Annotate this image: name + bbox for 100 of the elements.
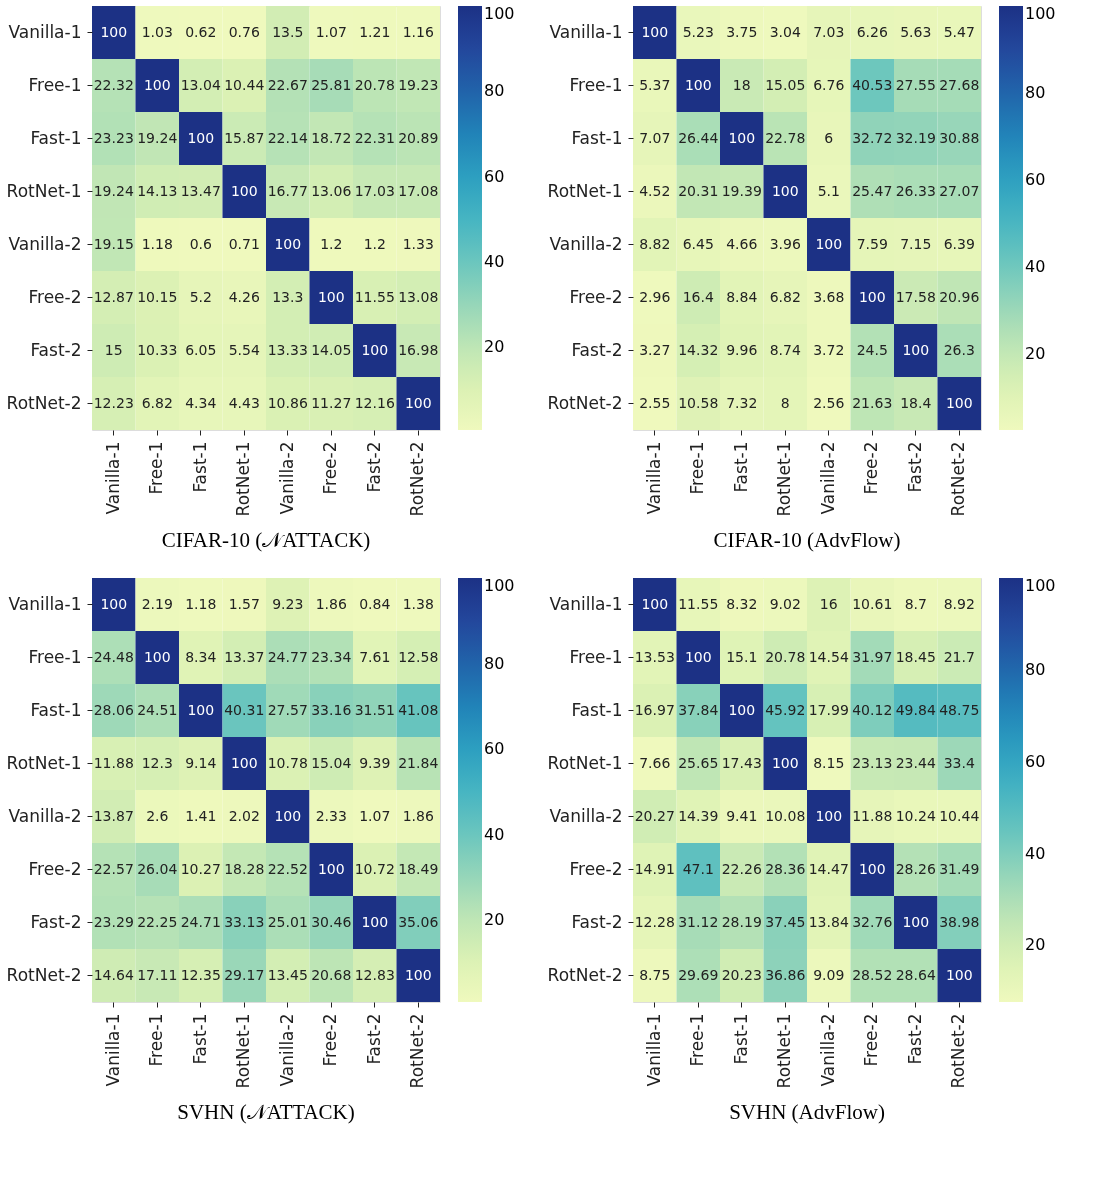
color-bar-label: 40 [484, 251, 505, 271]
data-label: 7.66 [639, 754, 671, 771]
data-label: 29.17 [224, 966, 265, 983]
data-label: 20.78 [765, 648, 806, 665]
data-label: 25.81 [311, 76, 352, 93]
data-label: 0.71 [228, 235, 260, 252]
data-label: 18.45 [895, 648, 936, 665]
data-label: 15.05 [765, 76, 806, 93]
x-tick-label: Free-2 [861, 1013, 882, 1067]
x-tick-label: Free-1 [146, 441, 167, 495]
data-label: 22.52 [267, 860, 308, 877]
color-bar-label: 80 [1025, 83, 1046, 103]
data-label: 27.68 [939, 76, 980, 93]
y-tick-label: Vanilla-1 [549, 21, 623, 42]
data-label: 25.65 [678, 754, 719, 771]
data-label: 26.44 [678, 129, 719, 146]
data-label: 10.72 [354, 860, 395, 877]
data-label: 14.39 [678, 807, 719, 824]
data-label: 3.75 [726, 23, 758, 40]
color-bar-label: 60 [484, 166, 505, 186]
x-tick-label: Fast-2 [363, 441, 384, 493]
data-label: 36.86 [765, 966, 806, 983]
data-label: 13.06 [311, 182, 352, 199]
data-label: 23.13 [852, 754, 893, 771]
data-label: 19.24 [93, 182, 134, 199]
data-label: 29.69 [678, 966, 719, 983]
data-label: 100 [187, 129, 215, 146]
data-label: 12.58 [398, 648, 439, 665]
data-label: 20.23 [721, 966, 762, 983]
y-tick-label: Free-2 [28, 286, 82, 307]
data-label: 7.61 [359, 648, 391, 665]
data-label: 32.76 [852, 913, 893, 930]
data-label: 13.87 [93, 807, 134, 824]
x-tick-label: RotNet-2 [948, 1013, 969, 1089]
y-tick-label: Fast-2 [30, 339, 82, 360]
data-label: 8.82 [639, 235, 671, 252]
data-label: 8.34 [185, 648, 217, 665]
data-label: 45.92 [765, 701, 806, 718]
data-label: 7.07 [639, 129, 671, 146]
x-tick-label: RotNet-2 [407, 1013, 428, 1089]
color-bar-label: 40 [484, 824, 505, 844]
x-tick-label: Free-1 [146, 1013, 167, 1067]
data-label: 100 [143, 76, 171, 93]
y-tick-label: RotNet-1 [6, 752, 82, 773]
data-label: 100 [945, 966, 973, 983]
data-label: 8.7 [904, 595, 927, 612]
y-tick-label: Vanilla-2 [8, 233, 82, 254]
data-label: 18 [732, 76, 751, 93]
data-label: 11.27 [311, 394, 352, 411]
data-label: 24.48 [93, 648, 134, 665]
data-label: 19.24 [137, 129, 178, 146]
y-tick-label: Vanilla-1 [8, 593, 82, 614]
data-label: 16.98 [398, 341, 439, 358]
data-label: 5.2 [189, 288, 212, 305]
color-bar-label: 100 [1025, 576, 1056, 595]
data-label: 28.36 [765, 860, 806, 877]
data-label: 18.28 [224, 860, 265, 877]
data-label: 33.13 [224, 913, 265, 930]
data-label: 22.25 [137, 913, 178, 930]
data-label: 23.44 [895, 754, 936, 771]
text: CIFAR-10 (𝒩ATTACK) [161, 527, 371, 552]
data-label: 37.84 [678, 701, 719, 718]
x-tick-label: Fast-2 [363, 1013, 384, 1065]
data-label: 2.96 [639, 288, 671, 305]
data-label: 12.28 [634, 913, 675, 930]
data-label: 1.41 [185, 807, 217, 824]
data-label: 100 [317, 288, 345, 305]
data-label: 18.49 [398, 860, 439, 877]
data-label: 20.27 [634, 807, 675, 824]
data-label: 10.44 [939, 807, 980, 824]
data-label: 26.04 [137, 860, 178, 877]
x-tick-label: RotNet-1 [233, 1013, 254, 1089]
data-label: 28.26 [895, 860, 936, 877]
data-label: 13.3 [272, 288, 304, 305]
data-label: 16 [819, 595, 838, 612]
data-label: 20.78 [354, 76, 395, 93]
data-label: 13.5 [272, 23, 304, 40]
data-label: 8.84 [726, 288, 758, 305]
data-label: 1.38 [402, 595, 434, 612]
data-label: 1.86 [402, 807, 434, 824]
data-label: 20.96 [939, 288, 980, 305]
x-tick-label: Vanilla-2 [817, 1013, 838, 1087]
data-label: 19.23 [398, 76, 439, 93]
color-bar-label: 100 [1025, 4, 1056, 23]
data-label: 2.55 [639, 394, 671, 411]
x-tick-label: RotNet-2 [407, 441, 428, 517]
data-label: 100 [317, 860, 345, 877]
data-label: 2.02 [228, 807, 260, 824]
y-tick-label: Free-2 [569, 858, 623, 879]
y-tick-label: Free-1 [569, 74, 623, 95]
data-label: 1.21 [359, 23, 391, 40]
y-tick-label: Free-2 [569, 286, 623, 307]
data-label: 38.98 [939, 913, 980, 930]
data-label: 10.78 [267, 754, 308, 771]
x-tick-label: Free-2 [320, 1013, 341, 1067]
data-label: 17.11 [137, 966, 178, 983]
data-label: 12.3 [141, 754, 173, 771]
data-label: 9.23 [272, 595, 304, 612]
data-label: 100 [230, 754, 258, 771]
color-bar-label: 80 [484, 81, 505, 101]
